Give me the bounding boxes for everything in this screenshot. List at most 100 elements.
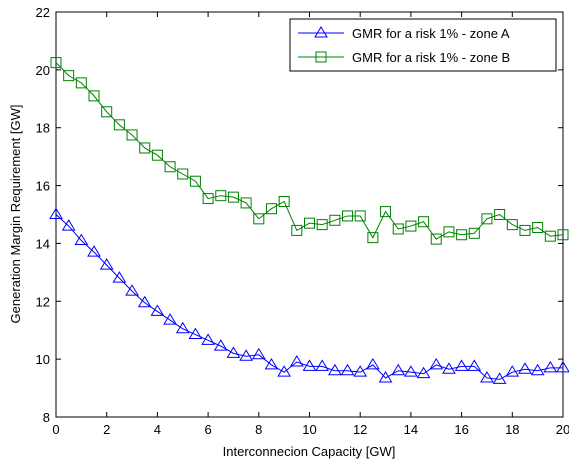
data-point	[175, 321, 190, 334]
data-point	[557, 229, 569, 241]
legend-marker	[315, 51, 327, 63]
data-point	[99, 258, 114, 270]
data-point	[544, 230, 556, 242]
plot-area	[55, 11, 564, 418]
data-point	[418, 216, 430, 228]
data-point	[177, 168, 189, 180]
series-zone-b	[50, 57, 569, 245]
data-point	[378, 370, 393, 383]
data-point	[101, 106, 113, 118]
legend-box	[289, 18, 557, 72]
data-point	[532, 222, 544, 234]
y-tick-label: 20	[36, 63, 50, 78]
data-point	[353, 365, 368, 377]
data-point	[367, 232, 379, 244]
data-point	[530, 363, 545, 376]
y-tick-label: 16	[36, 179, 50, 194]
axis-ticks: 0 2 4 6 8 10 12 14 16 18 20 8 10 12 14 16 18 20 22	[36, 5, 569, 437]
data-point	[365, 357, 380, 370]
data-point	[315, 359, 330, 371]
data-point	[265, 203, 277, 215]
data-point	[506, 219, 518, 231]
data-point	[302, 359, 317, 371]
legend-marker	[314, 26, 328, 38]
data-point	[494, 209, 506, 220]
data-point	[492, 372, 507, 384]
data-point	[164, 161, 176, 173]
data-point	[75, 77, 87, 89]
data-point	[239, 349, 254, 361]
data-point	[61, 219, 76, 231]
data-point	[340, 363, 355, 376]
data-point	[354, 210, 366, 222]
series-zone-a	[49, 207, 569, 384]
data-point	[468, 227, 480, 239]
data-point	[87, 245, 101, 257]
legend-label: GMR for a risk 1% - zone B	[352, 50, 510, 65]
x-tick-label: 4	[154, 422, 161, 437]
x-tick-label: 14	[404, 422, 418, 437]
data-point	[113, 119, 125, 131]
legend-entries: GMR for a risk 1% - zone A GMR for a risk…	[298, 26, 510, 65]
x-tick-label: 10	[302, 422, 316, 437]
legend-entry: GMR for a risk 1% - zone A	[298, 26, 510, 41]
data-point	[163, 313, 177, 325]
data-point	[74, 233, 89, 246]
x-tick-label: 8	[255, 422, 262, 437]
data-point	[112, 271, 127, 283]
data-point	[442, 362, 456, 374]
data-point	[240, 197, 252, 209]
y-tick-label: 12	[36, 294, 50, 309]
data-point	[429, 357, 444, 370]
data-point	[289, 355, 304, 367]
data-point	[518, 362, 532, 374]
data-point	[215, 190, 227, 202]
data-point	[454, 359, 469, 371]
data-point	[392, 223, 404, 235]
data-point	[467, 359, 482, 371]
legend-label: GMR for a risk 1% - zone A	[352, 26, 510, 41]
data-point	[63, 70, 75, 82]
y-tick-label: 14	[36, 236, 50, 251]
data-point	[226, 346, 241, 358]
data-point	[404, 365, 418, 377]
data-point	[380, 206, 392, 218]
data-point	[543, 360, 558, 373]
data-point	[327, 363, 342, 376]
data-point	[201, 333, 215, 345]
data-point	[556, 360, 569, 373]
data-point	[202, 193, 214, 205]
data-point	[189, 175, 201, 187]
data-point	[253, 213, 265, 225]
data-point	[342, 210, 354, 222]
legend: GMR for a risk 1% - zone A GMR for a risk…	[289, 18, 557, 72]
legend-entry: GMR for a risk 1% - zone B	[298, 50, 510, 65]
x-tick-label: 12	[353, 422, 367, 437]
data-point	[188, 327, 203, 340]
data-point	[405, 220, 417, 232]
data-point	[251, 347, 266, 360]
data-point	[227, 191, 239, 203]
data-point	[150, 304, 165, 316]
data-point	[50, 57, 62, 69]
x-tick-label: 20	[556, 422, 569, 437]
data-point	[329, 214, 341, 226]
data-point	[456, 229, 468, 241]
data-point	[126, 129, 138, 141]
data-point	[443, 226, 455, 238]
data-point	[481, 213, 493, 225]
x-tick-label: 18	[505, 422, 519, 437]
data-point	[139, 142, 151, 154]
data-point	[391, 363, 406, 376]
data-point	[49, 207, 63, 219]
x-tick-label: 6	[204, 422, 211, 437]
data-point	[316, 219, 328, 231]
data-point	[137, 295, 152, 308]
y-tick-label: 18	[36, 121, 50, 136]
x-tick-label: 16	[454, 422, 468, 437]
data-point	[480, 370, 494, 383]
data-point	[88, 90, 100, 102]
x-tick-label: 0	[52, 422, 59, 437]
data-point	[151, 149, 163, 161]
